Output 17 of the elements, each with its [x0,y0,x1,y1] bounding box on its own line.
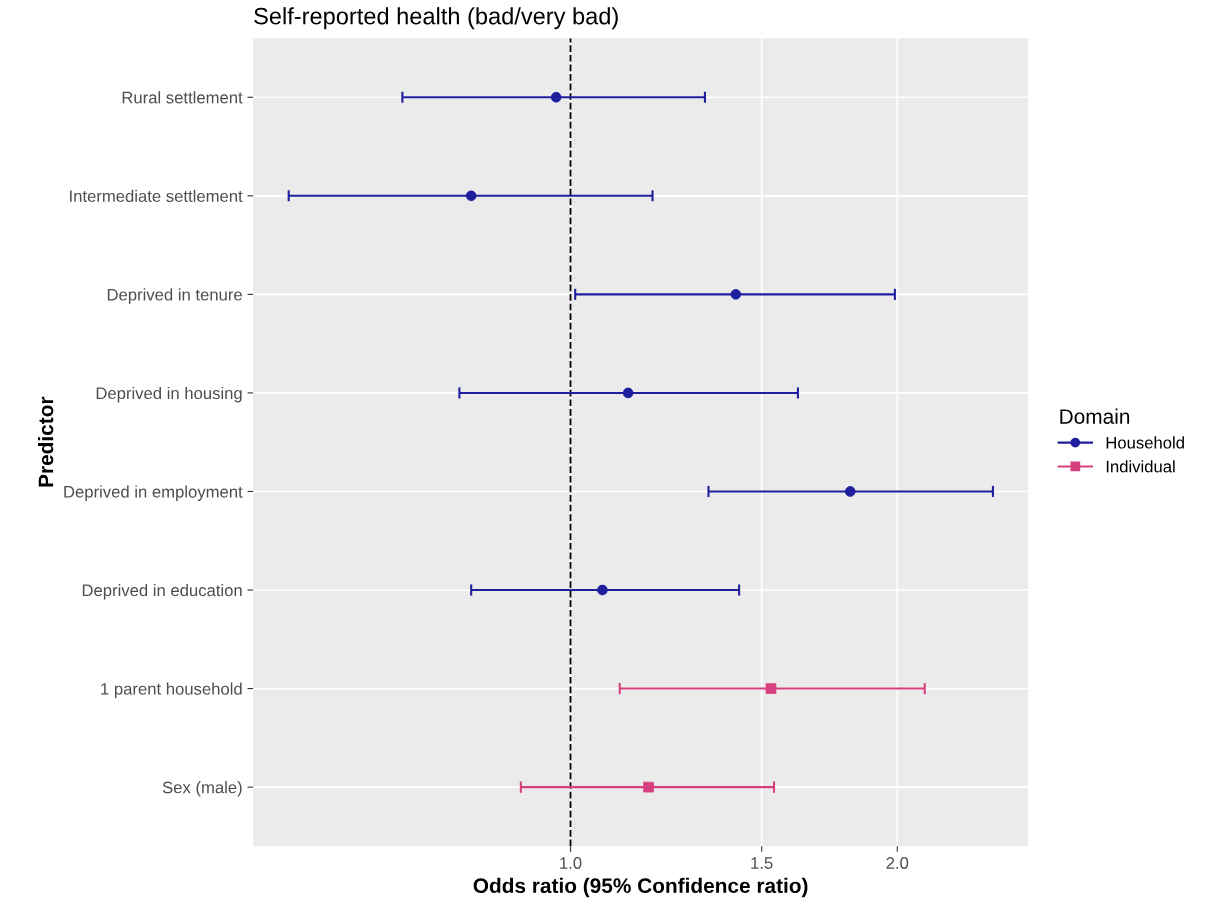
y-tick-label: Deprived in employment [64,485,243,501]
y-tick-label: 1 parent household [101,682,242,699]
y-tick-label: Sex (male) [162,781,242,797]
y-tick-label: Intermediate settlement [70,189,243,203]
legend-label: Household [1106,436,1184,449]
y-axis-title: Predictor [38,396,54,487]
legend-label: Individual [1106,460,1175,473]
x-axis-title: Odds ratio (95% Confidence ratio) [473,877,808,898]
x-tick-label: 1.5 [751,857,773,869]
y-tick-label: Deprived in tenure [107,288,242,304]
chart-title: Self-reported health (bad/very bad) [254,7,618,30]
x-tick-label: 1.0 [560,857,582,869]
y-tick-label: Deprived in housing [96,386,242,403]
legend-title: Domain [1060,408,1130,424]
y-tick-label: Rural settlement [122,91,243,104]
y-tick-label: Deprived in education [82,583,242,600]
x-tick-label: 2.0 [886,857,909,869]
